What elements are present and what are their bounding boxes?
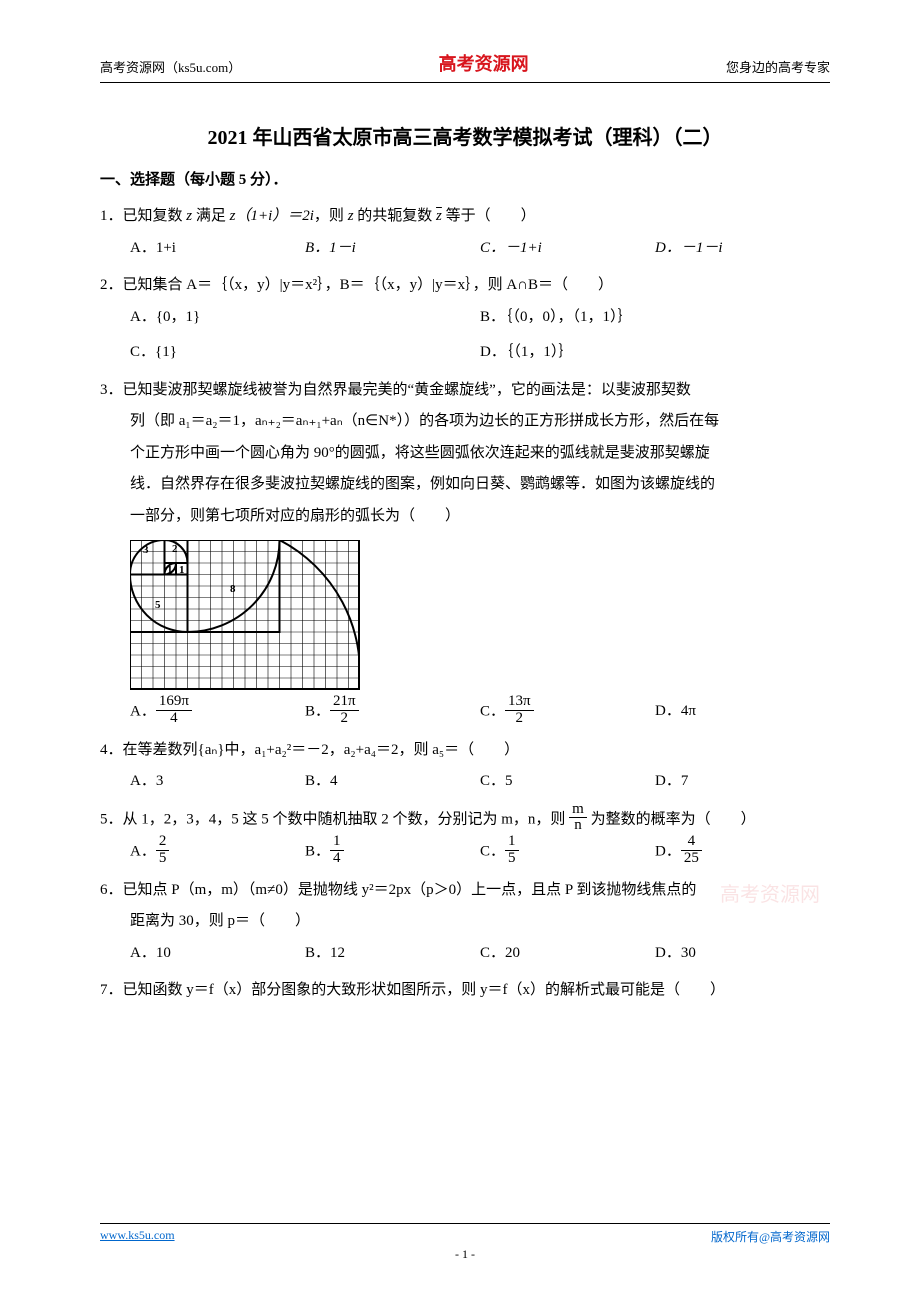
- question-7: 7．已知函数 y＝f（x）部分图象的大致形状如图所示，则 y＝f（x）的解析式最…: [100, 975, 830, 1007]
- q2-stem: 2．已知集合 A＝｛（x，y）|y＝x²｝，B＝｛（x，y）|y＝x｝，则 A∩…: [100, 270, 830, 302]
- q5b-d: 4: [330, 851, 344, 867]
- q5d-d: 25: [681, 851, 702, 867]
- q3-p4: 线．自然界存在很多斐波拉契螺旋线的图案，例如向日葵、鹦鹉螺等．如图为该螺旋线的: [100, 469, 830, 501]
- q4-stem: 4．在等差数列{aₙ}中，a₁+a₂²＝－2，a₂+a₄＝2，则 a₅＝（ ）: [100, 735, 830, 767]
- q5c-n: 1: [505, 834, 519, 851]
- page-title: 2021 年山西省太原市高三高考数学模拟考试（理科）（二）: [100, 121, 830, 150]
- q6-p1: 6．已知点 P（m，m）（m≠0）是抛物线 y²＝2px（p＞0）上一点，且点 …: [100, 875, 830, 907]
- q3-p2: 列（即 a₁＝a₂＝1，aₙ₊₂＝aₙ₊₁+aₙ（n∈N*））的各项为边长的正方…: [100, 406, 830, 438]
- q3-p1: 3．已知斐波那契螺旋线被誉为自然界最完美的“黄金螺旋线”，它的画法是：以斐波那契…: [100, 375, 830, 407]
- q5-b: 为整数的概率为（ ）: [587, 811, 756, 827]
- q4-opt-d: D．7: [655, 766, 830, 798]
- q1-stem: 1．已知复数 z 满足 z（1+i）＝2i，则 z 的共轭复数 z 等于（ ）: [100, 201, 830, 233]
- question-3: 3．已知斐波那契螺旋线被誉为自然界最完美的“黄金螺旋线”，它的画法是：以斐波那契…: [100, 375, 830, 729]
- q1-opt-c: C．－1+i: [480, 233, 655, 265]
- question-6: 6．已知点 P（m，m）（m≠0）是抛物线 y²＝2px（p＞0）上一点，且点 …: [100, 875, 830, 970]
- q5c-pre: C．: [480, 844, 505, 860]
- q3c-pre: C．: [480, 704, 505, 720]
- q1-t3: ，则: [314, 208, 348, 224]
- q5d-n: 4: [681, 834, 702, 851]
- q3a-pre: A．: [130, 704, 156, 720]
- q1-d-txt: D．－1－i: [655, 240, 723, 256]
- q5-fd: n: [569, 818, 587, 834]
- q3b-pre: B．: [305, 704, 330, 720]
- q1-t5: 等于（ ）: [442, 208, 536, 224]
- q5-opt-b: B．14: [305, 836, 480, 869]
- question-4: 4．在等差数列{aₙ}中，a₁+a₂²＝－2，a₂+a₄＝2，则 a₅＝（ ） …: [100, 735, 830, 798]
- q1-expr: z（1+i）＝2i: [230, 208, 314, 224]
- q5b-pre: B．: [305, 844, 330, 860]
- q5-opt-a: A．25: [130, 836, 305, 869]
- q5c-d: 5: [505, 851, 519, 867]
- q5a-n: 2: [156, 834, 170, 851]
- q1-opt-b: B．1－i: [305, 233, 480, 265]
- q3-opt-c: C．13π2: [480, 696, 655, 729]
- q4-opt-a: A．3: [130, 766, 305, 798]
- q5b-n: 1: [330, 834, 344, 851]
- q3-opt-d: D．4π: [655, 696, 830, 729]
- q1-t2: 满足: [192, 208, 230, 224]
- svg-text:5: 5: [155, 599, 161, 611]
- q3-diagram: 3 2 1 1 5 8: [130, 540, 830, 690]
- q5-stem: 5．从 1，2，3，4，5 这 5 个数中随机抽取 2 个数，分别记为 m，n，…: [100, 804, 830, 837]
- fibonacci-spiral-icon: 3 2 1 1 5 8: [130, 540, 360, 690]
- q1-c-txt: C．－1+i: [480, 240, 542, 256]
- q6-opt-d: D．30: [655, 938, 830, 970]
- q4-opt-c: C．5: [480, 766, 655, 798]
- q4-opt-b: B．4: [305, 766, 480, 798]
- q5d-pre: D．: [655, 844, 681, 860]
- q6-p2: 距离为 30，则 p＝（ ）: [100, 906, 830, 938]
- header-right: 您身边的高考专家: [726, 57, 830, 76]
- svg-text:2: 2: [172, 543, 178, 555]
- q1-b-txt: B．1－i: [305, 240, 356, 256]
- page-header: 高考资源网（ks5u.com） 高考资源网 您身边的高考专家: [100, 50, 830, 83]
- q3a-den: 4: [156, 711, 192, 727]
- q6-opt-c: C．20: [480, 938, 655, 970]
- svg-text:8: 8: [230, 583, 236, 595]
- q2-opt-b: B．｛（0，0），（1，1）｝: [480, 302, 830, 334]
- q3-opt-b: B．21π2: [305, 696, 480, 729]
- question-5: 5．从 1，2，3，4，5 这 5 个数中随机抽取 2 个数，分别记为 m，n，…: [100, 804, 830, 869]
- q6-opt-b: B．12: [305, 938, 480, 970]
- q3b-den: 2: [330, 711, 359, 727]
- section-1-heading: 一、选择题（每小题 5 分）．: [100, 168, 830, 189]
- q3b-num: 21π: [330, 694, 359, 711]
- q2-opt-a: A．{0，1}: [130, 302, 480, 334]
- question-1: 1．已知复数 z 满足 z（1+i）＝2i，则 z 的共轭复数 z 等于（ ） …: [100, 201, 830, 264]
- page-footer: www.ks5u.com 版权所有@高考资源网 - 1 -: [100, 1223, 830, 1262]
- q3c-den: 2: [505, 711, 534, 727]
- q3c-num: 13π: [505, 694, 534, 711]
- q2-opt-d: D．｛（1，1）｝: [480, 337, 830, 369]
- footer-copyright: 版权所有@高考资源网: [711, 1228, 830, 1245]
- q3-opt-a: A．169π4: [130, 696, 305, 729]
- q3-p3: 个正方形中画一个圆心角为 90°的圆弧，将这些圆弧依次连起来的弧线就是斐波那契螺…: [100, 438, 830, 470]
- q5-fn: m: [569, 802, 587, 819]
- q5-a: 5．从 1，2，3，4，5 这 5 个数中随机抽取 2 个数，分别记为 m，n，…: [100, 811, 569, 827]
- q2-opt-c: C．{1}: [130, 337, 480, 369]
- q1-t1: 1．已知复数: [100, 208, 186, 224]
- svg-text:1: 1: [179, 564, 185, 576]
- q5-opt-c: C．15: [480, 836, 655, 869]
- q5a-pre: A．: [130, 844, 156, 860]
- q5-opt-d: D．425: [655, 836, 830, 869]
- q1-opt-d: D．－1－i: [655, 233, 830, 265]
- footer-page-number: - 1 -: [455, 1247, 475, 1262]
- q1-t4: 的共轭复数: [354, 208, 437, 224]
- footer-url[interactable]: www.ks5u.com: [100, 1228, 175, 1245]
- q6-opt-a: A．10: [130, 938, 305, 970]
- q3a-num: 169π: [156, 694, 192, 711]
- q7-stem: 7．已知函数 y＝f（x）部分图象的大致形状如图所示，则 y＝f（x）的解析式最…: [100, 975, 830, 1007]
- header-center: 高考资源网: [439, 50, 529, 76]
- header-left: 高考资源网（ks5u.com）: [100, 57, 241, 76]
- q3-p5: 一部分，则第七项所对应的扇形的弧长为（ ）: [100, 501, 830, 533]
- svg-text:1: 1: [167, 564, 173, 576]
- q5a-d: 5: [156, 851, 170, 867]
- q1-opt-a: A．1+i: [130, 233, 305, 265]
- svg-text:3: 3: [143, 544, 149, 556]
- question-2: 2．已知集合 A＝｛（x，y）|y＝x²｝，B＝｛（x，y）|y＝x｝，则 A∩…: [100, 270, 830, 369]
